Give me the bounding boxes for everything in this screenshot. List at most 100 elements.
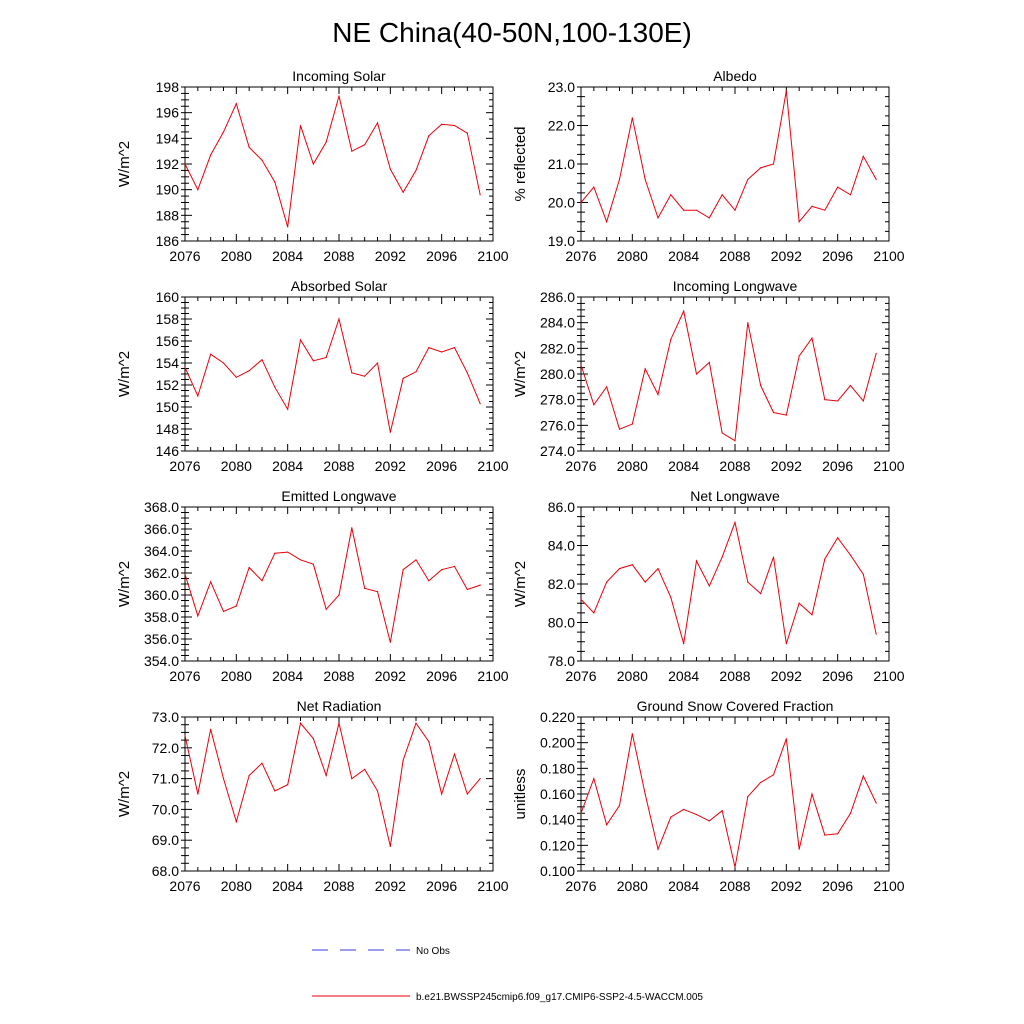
data-point <box>670 596 672 599</box>
x-tick-label: 2084 <box>272 248 303 264</box>
panel-emitted-longwave: Emitted Longwave W/m^2 2076 2080 2084 2088 209… <box>116 488 509 684</box>
plot-frame <box>580 506 890 662</box>
data-point <box>593 404 595 406</box>
data-point <box>222 778 225 780</box>
data-point <box>606 581 608 583</box>
series-line <box>580 90 877 224</box>
plot-frame <box>184 86 494 242</box>
x-tick-label: 2076 <box>565 878 596 894</box>
y-tick-label: 0.160 <box>540 786 575 802</box>
y-tick-label: 366.0 <box>144 521 179 537</box>
y-tick-label: 69.0 <box>152 832 179 848</box>
data-point <box>479 403 481 405</box>
plot-frame <box>184 716 494 872</box>
y-tick-label: 196 <box>156 105 180 121</box>
data-point <box>734 521 736 524</box>
data-point <box>708 217 710 219</box>
data-point <box>364 144 366 146</box>
y-tick-label: 70.0 <box>152 801 179 817</box>
data-point <box>695 813 698 816</box>
x-tick-label: 2092 <box>375 878 406 894</box>
data-point <box>760 384 762 387</box>
y-tick-label: 358.0 <box>144 609 179 625</box>
y-tick-label: 82.0 <box>548 576 575 592</box>
data-point <box>222 131 225 133</box>
data-point <box>593 778 595 780</box>
x-tick-label: 2084 <box>272 878 303 894</box>
data-point <box>376 591 379 593</box>
data-point <box>479 584 481 586</box>
y-tick-label: 282.0 <box>540 340 575 356</box>
data-point <box>811 793 813 795</box>
x-tick-label: 2100 <box>873 668 904 684</box>
data-point <box>760 167 762 169</box>
x-tick-label: 2084 <box>668 248 699 264</box>
panels: Incoming Solar W/m^2 2076 2080 2084 2088 2092 2… <box>116 68 905 894</box>
y-tick-label: 160 <box>156 289 180 305</box>
y-tick-label: 152 <box>156 377 180 393</box>
x-tick-label: 2088 <box>323 458 354 474</box>
legend-no-obs-label: No Obs <box>416 946 450 957</box>
data-point <box>210 353 212 355</box>
x-tick-label: 2096 <box>426 668 457 684</box>
data-point <box>325 774 327 777</box>
data-point <box>428 741 430 743</box>
data-point <box>351 778 353 780</box>
data-point <box>453 347 456 349</box>
data-point <box>274 552 276 554</box>
series-line <box>580 733 877 868</box>
data-point <box>695 373 698 375</box>
y-tick-label: 360.0 <box>144 587 179 603</box>
y-tick-label: 73.0 <box>152 709 179 725</box>
data-point <box>299 559 302 561</box>
data-point <box>695 209 698 211</box>
data-point <box>466 588 468 591</box>
data-point <box>824 834 826 836</box>
y-tick-label: 156 <box>156 333 180 349</box>
data-point <box>747 322 749 324</box>
data-point <box>235 821 237 823</box>
y-tick-label: 154 <box>156 355 180 371</box>
data-point <box>197 793 199 795</box>
data-point <box>606 386 608 388</box>
data-point <box>657 848 659 850</box>
x-tick-label: 2100 <box>477 878 508 894</box>
plot-frame <box>184 506 494 662</box>
y-tick-label: 84.0 <box>548 538 575 554</box>
y-tick-label: 198 <box>156 79 180 95</box>
data-point <box>772 411 775 414</box>
plot-frame <box>580 86 890 242</box>
data-point <box>415 169 417 172</box>
y-tick-label: 23.0 <box>548 79 575 95</box>
data-point <box>299 722 302 724</box>
data-point <box>312 163 314 165</box>
y-tick-label: 274.0 <box>540 443 575 459</box>
y-tick-label: 148 <box>156 421 180 437</box>
series-line <box>184 95 481 228</box>
y-tick-label: 158 <box>156 311 180 327</box>
data-point <box>631 564 633 566</box>
y-tick-label: 68.0 <box>152 863 179 879</box>
data-point <box>772 556 775 558</box>
data-point <box>184 734 186 737</box>
y-axis-label: unitless <box>512 769 529 820</box>
data-point <box>670 194 672 196</box>
data-point <box>248 146 250 148</box>
data-point <box>670 338 672 340</box>
series-line <box>184 317 481 433</box>
data-point <box>248 566 250 569</box>
series-line <box>580 520 877 644</box>
data-point <box>708 820 710 822</box>
data-point <box>235 605 237 607</box>
data-point <box>222 610 225 613</box>
y-tick-label: 86.0 <box>548 499 575 515</box>
data-point <box>351 372 353 374</box>
data-point <box>312 563 314 565</box>
data-point <box>402 377 404 379</box>
data-point <box>606 221 608 223</box>
data-point <box>785 90 787 92</box>
x-tick-label: 2092 <box>771 668 802 684</box>
data-point <box>631 733 633 735</box>
x-tick-label: 2080 <box>221 458 252 474</box>
data-point <box>364 375 366 377</box>
